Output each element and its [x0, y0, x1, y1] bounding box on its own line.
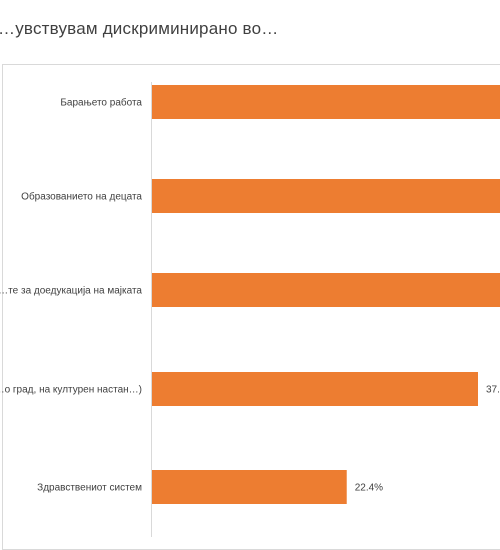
data-label: 22.4% [355, 483, 383, 494]
category-label: …те за доедукација на мајката [0, 286, 142, 297]
bar [152, 470, 347, 504]
chart-title: …увствувам дискриминирано во… [0, 19, 279, 38]
bar [152, 372, 478, 406]
bar [152, 179, 500, 213]
category-label: …о град, на културен настан…) [0, 385, 142, 396]
category-label: Барањето работа [60, 97, 142, 109]
bar [152, 85, 500, 119]
data-label: 37. [486, 385, 500, 396]
category-label: Образованието на децата [21, 191, 142, 203]
bar [152, 273, 500, 307]
category-label: Здравствениот систем [37, 483, 142, 494]
